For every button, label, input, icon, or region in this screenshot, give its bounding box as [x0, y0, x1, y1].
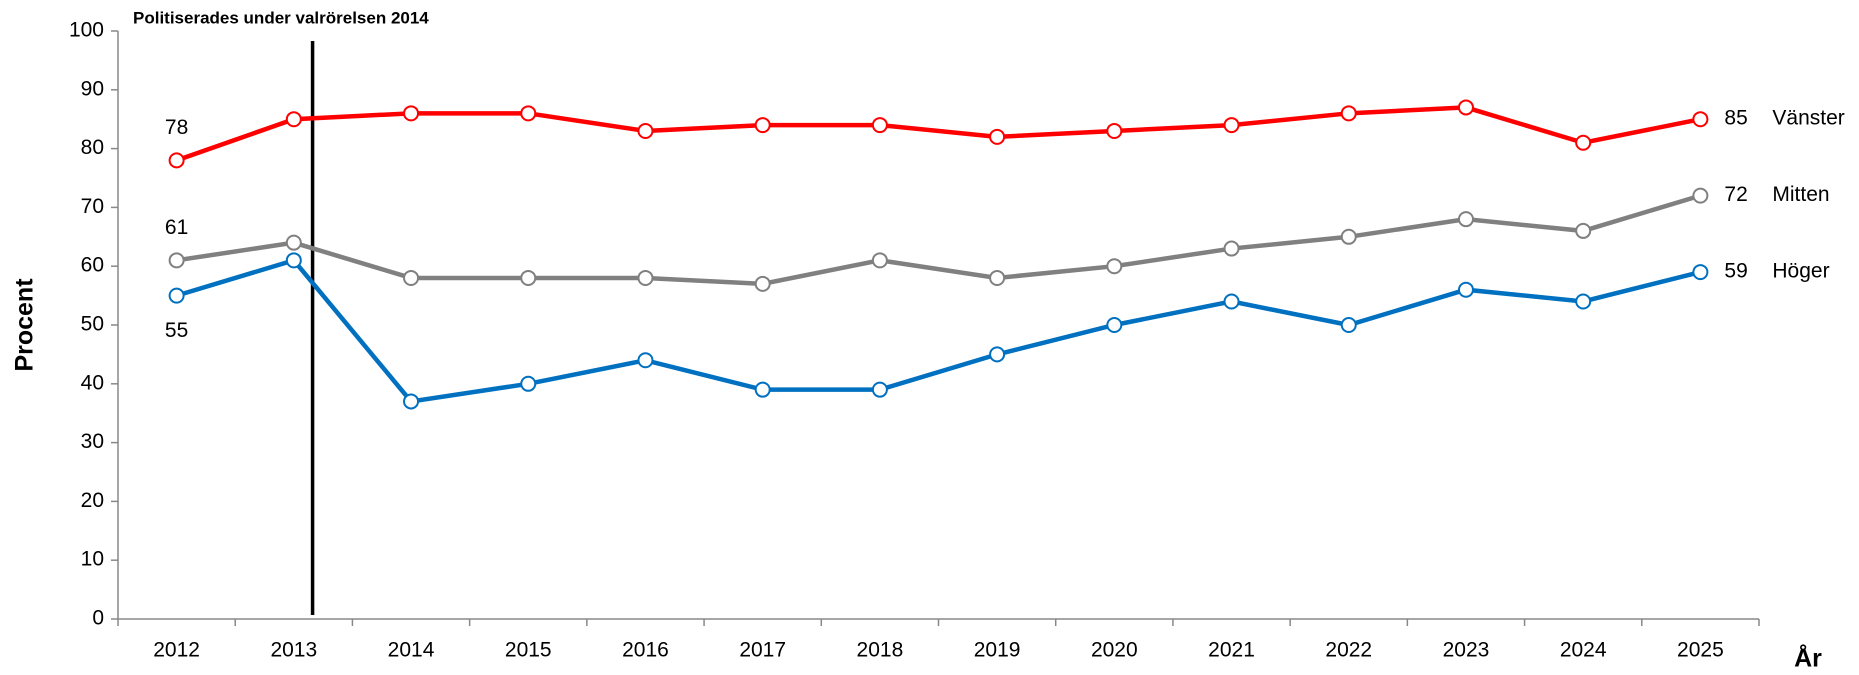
point	[754, 117, 771, 134]
point	[403, 105, 420, 122]
annotation: Politiserades under valrörelsen 2014	[133, 8, 429, 27]
x-tick-label: 2024	[1560, 639, 1607, 662]
series-line	[175, 257, 1701, 404]
point	[168, 252, 185, 269]
point	[989, 269, 1006, 286]
point	[1106, 122, 1123, 139]
legend-label: Mitten	[1772, 183, 1829, 206]
point	[637, 269, 654, 286]
x-tick-label: 2018	[857, 639, 904, 662]
point	[1340, 317, 1357, 333]
series-line	[175, 105, 1701, 163]
point	[1340, 105, 1357, 122]
x-tick-label: 2021	[1208, 639, 1255, 662]
point	[1575, 134, 1592, 151]
point	[754, 381, 771, 398]
point	[1340, 228, 1357, 245]
y-axis-label: Procent	[11, 278, 39, 372]
point	[1223, 293, 1240, 310]
point	[1106, 258, 1123, 275]
data-label: 61	[165, 216, 188, 239]
point	[1457, 281, 1474, 298]
y-tick-label: 60	[81, 254, 104, 277]
x-tick-label: 2016	[622, 639, 669, 662]
point	[403, 269, 420, 286]
series-line	[176, 193, 1702, 287]
data-label: 78	[165, 116, 188, 139]
point	[989, 346, 1006, 363]
y-tick-label: 20	[81, 489, 104, 512]
point	[285, 234, 302, 251]
point	[1692, 264, 1709, 281]
point	[1457, 99, 1474, 116]
x-axis-label: År	[1794, 644, 1822, 673]
point	[1223, 240, 1240, 257]
point	[520, 269, 537, 286]
data-label: 72	[1724, 183, 1747, 206]
point	[520, 105, 537, 122]
point	[168, 287, 185, 304]
y-tick-label: 80	[81, 136, 104, 159]
x-tick-label: 2012	[153, 639, 200, 662]
point	[871, 117, 888, 134]
x-tick-label: 2017	[739, 639, 786, 662]
x-tick-label: 2022	[1325, 639, 1372, 662]
point	[520, 375, 537, 392]
y-tick-label: 0	[92, 607, 104, 630]
y-tick-label: 70	[81, 195, 104, 218]
y-tick-label: 40	[81, 371, 104, 394]
x-tick-label: 2025	[1677, 639, 1724, 662]
y-tick-label: 10	[81, 548, 104, 571]
point	[1575, 293, 1592, 310]
legend-label: Höger	[1772, 260, 1829, 283]
x-tick-label: 2020	[1091, 639, 1138, 662]
x-tick-label: 2023	[1443, 639, 1490, 662]
point	[637, 122, 654, 139]
point	[754, 275, 771, 292]
point	[871, 381, 888, 398]
point	[1223, 117, 1240, 134]
point	[285, 252, 302, 269]
point	[403, 393, 420, 410]
y-tick-label: 50	[81, 313, 104, 336]
x-tick-label: 2013	[270, 639, 317, 662]
data-label: 59	[1724, 260, 1747, 283]
point	[1575, 222, 1592, 239]
x-tick-label: 2015	[505, 639, 552, 662]
point	[168, 152, 185, 169]
data-label: 85	[1724, 107, 1747, 130]
legend-label: Vänster	[1772, 107, 1844, 130]
y-tick-label: 90	[81, 77, 104, 100]
point	[1457, 211, 1474, 228]
x-tick-label: 2014	[388, 639, 435, 662]
y-tick-label: 30	[81, 430, 104, 453]
point	[1106, 317, 1123, 333]
point	[989, 128, 1006, 145]
data-label: 55	[165, 319, 188, 342]
point	[285, 111, 302, 128]
y-tick-label: 100	[69, 19, 104, 42]
point	[637, 352, 654, 369]
point	[871, 252, 888, 269]
point	[1692, 187, 1709, 204]
point	[1692, 111, 1709, 128]
x-tick-label: 2019	[974, 639, 1021, 662]
